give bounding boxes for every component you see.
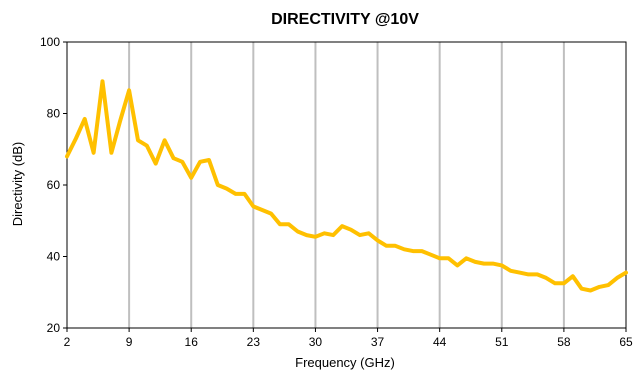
x-tick-label: 44	[433, 335, 447, 349]
series-line-directivity	[65, 79, 628, 293]
y-tick-label: 40	[47, 250, 61, 264]
x-tick-label: 2	[64, 335, 71, 349]
x-tick-label: 65	[619, 335, 633, 349]
chart-title: DIRECTIVITY @10V	[271, 11, 419, 28]
x-tick-label: 9	[126, 335, 133, 349]
y-axis-label: Directivity (dB)	[10, 142, 25, 227]
x-tick-label: 16	[185, 335, 199, 349]
plot-area-frame	[66, 41, 627, 329]
y-tick-label: 20	[47, 321, 61, 335]
x-tick-label: 30	[309, 335, 323, 349]
axis-ticks: 2 9 16 23 30 37 44 51 58 65 20 40 60 80 100	[40, 35, 633, 349]
y-tick-label: 60	[47, 178, 61, 192]
x-tick-label: 51	[495, 335, 509, 349]
x-tick-label: 37	[371, 335, 385, 349]
x-tick-label: 58	[557, 335, 571, 349]
x-axis-label: Frequency (GHz)	[295, 355, 395, 370]
x-tick-label: 23	[247, 335, 261, 349]
y-tick-label: 80	[47, 107, 61, 121]
y-tick-label: 100	[40, 35, 60, 49]
grid	[128, 42, 565, 328]
